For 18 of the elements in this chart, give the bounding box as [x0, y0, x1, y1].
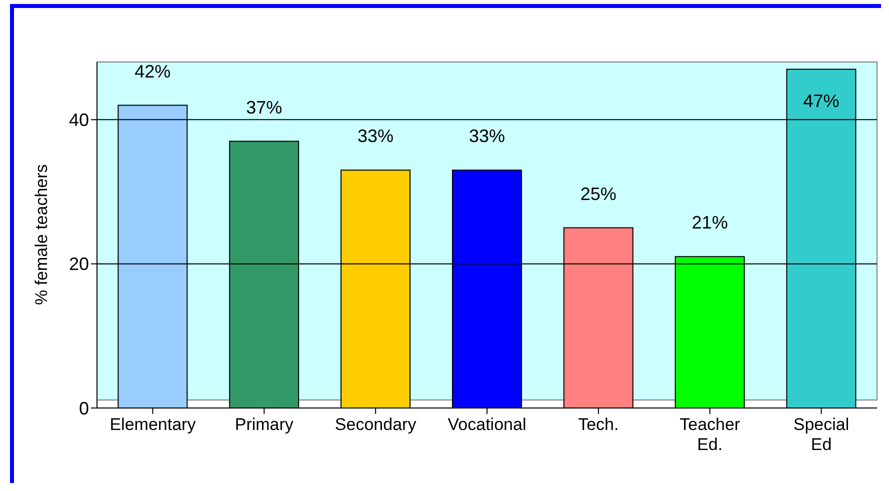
data-label: 47% — [803, 91, 840, 112]
x-tick-label: Vocational — [448, 415, 526, 434]
data-label: 25% — [580, 184, 616, 204]
data-label: 42% — [134, 61, 171, 82]
x-tick-label: Secondary — [334, 415, 417, 434]
x-tick-label: Special Ed — [793, 415, 850, 454]
x-tick-label: Tech. — [578, 415, 619, 434]
y-axis-title: % female teachers — [32, 164, 52, 305]
x-tick-label: Primary — [234, 415, 294, 434]
y-tick-label: 0 — [78, 398, 89, 418]
data-label: 33% — [468, 126, 505, 146]
y-tick-label: 40 — [68, 110, 89, 130]
y-tick-label: 20 — [68, 254, 89, 274]
x-tick-label: Elementary — [110, 415, 196, 434]
data-label: 37% — [246, 97, 282, 118]
data-label: 21% — [692, 212, 728, 233]
data-label: 33% — [358, 126, 394, 146]
x-tick-label: Teacher Ed. — [680, 415, 740, 454]
